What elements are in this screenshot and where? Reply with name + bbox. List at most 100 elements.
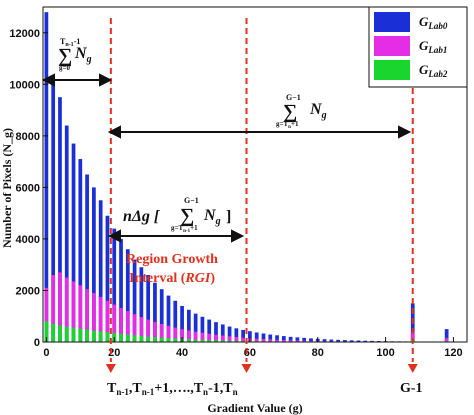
bar-lab0 [349,340,354,342]
bar-lab1 [139,317,144,342]
bar-lab0 [186,309,191,342]
bar-lab0 [275,335,279,342]
bar-lab1 [173,327,178,342]
arrow-left-head-r [99,73,113,87]
bar-lab0 [125,249,130,342]
bar-lab0 [207,319,212,342]
x-axis-label: Gradient Value (g) [207,401,302,415]
y-tick-label: 0 [34,337,40,349]
bar-lab0 [214,322,218,342]
bar-lab1 [112,304,117,342]
bar-lab2 [139,335,144,342]
bar-lab0 [200,316,205,342]
bar-lab1 [186,330,191,342]
svg-text:Ng: Ng [203,207,221,227]
bar-lab0 [98,200,103,342]
bar-lab1 [125,311,130,342]
y-tick-label: 6000 [16,182,40,194]
bar-lab0 [85,174,89,342]
svg-text:G−1: G−1 [286,93,301,102]
svg-text:g=Tn-1+1: g=Tn-1+1 [171,224,198,234]
legend-label-lab1: GLab1 [419,38,447,55]
bar-lab0 [234,328,239,342]
bar-lab1 [92,293,96,342]
bar-lab1 [119,307,123,342]
bar-lab2 [119,333,123,342]
bar-lab0 [288,336,293,342]
bar-lab0 [71,143,76,342]
bar-lab2 [200,339,205,342]
bar-lab0 [444,329,449,342]
bar-lab0 [363,340,368,342]
bar-lab1 [288,340,293,342]
svg-text:Ng: Ng [309,101,327,121]
bar-lab1 [98,296,103,342]
bar-lab2 [44,321,49,342]
bar-lab0 [356,340,361,342]
svg-text:nΔg [: nΔg [ [123,208,161,225]
x-tick-label: 120 [444,347,462,359]
g-minus-1-label: G-1 [400,381,423,396]
bar-lab0 [105,215,110,342]
x-tick-label: 0 [43,347,49,359]
x-tick-label: 100 [376,347,394,359]
bar-lab0 [166,295,171,342]
marker-arrowhead [407,364,418,373]
bar-lab1 [105,300,110,342]
bars-layer [44,12,456,343]
bar-lab0 [58,97,62,342]
bar-lab1 [254,338,259,342]
bar-lab1 [71,281,76,342]
svg-text:Interval (RGI): Interval (RGI) [129,271,215,286]
bar-lab1 [51,275,56,342]
bar-lab1 [295,340,300,342]
bar-lab0 [220,324,225,342]
bar-lab2 [220,340,225,342]
bar-lab2 [234,340,239,342]
sum-right: G−1 ∑ g=Tn+1 Ng [276,93,327,130]
svg-text:Tn-1,Tn-1+1,….,Tn-1,Tn: Tn-1,Tn-1+1,….,Tn-1,Tn [107,381,238,397]
bar-lab1 [309,340,313,342]
arrow-right-head-r [398,125,412,139]
bar-lab0 [173,300,178,342]
bar-lab0 [261,333,266,342]
y-tick-label: 10000 [9,79,40,91]
bottom-sequence: Tn-1,Tn-1+1,….,Tn-1,Tn G-1 [107,381,423,397]
bar-lab0 [78,159,83,342]
bar-lab1 [193,331,198,342]
bar-lab2 [193,339,198,342]
bar-lab1 [241,337,245,342]
bar-lab2 [173,338,178,342]
svg-text:]: ] [226,208,231,225]
bar-lab1 [159,323,164,342]
bar-lab0 [329,339,334,342]
svg-text:G−1: G−1 [184,196,199,205]
bar-lab1 [220,335,225,342]
bar-lab2 [71,327,76,342]
svg-text:g=0: g=0 [59,64,70,72]
legend-swatch-lab2 [374,60,410,80]
y-tick-label: 12000 [9,28,40,40]
plot-frame [42,6,468,343]
y-tick-label: 8000 [16,131,40,143]
y-ticks: 0 2000 4000 6000 8000 10000 12000 [9,28,48,349]
bar-lab0 [44,12,49,343]
bar-lab0 [180,305,184,342]
bar-lab0 [159,289,164,342]
svg-text:∑: ∑ [283,101,297,123]
bar-lab0 [132,259,137,342]
arrow-right-head-l [107,125,121,139]
bar-lab2 [146,336,151,342]
bar-lab0 [92,187,96,342]
bar-lab2 [153,337,157,342]
bar-lab1 [261,339,266,342]
bar-lab0 [139,267,144,342]
bar-lab2 [78,328,83,342]
bar-lab2 [105,332,110,342]
bar-lab0 [227,326,232,342]
bar-lab0 [193,313,198,342]
bar-lab0 [254,332,259,342]
legend-label-lab0: GLab0 [419,14,448,31]
bar-lab0 [153,282,157,342]
